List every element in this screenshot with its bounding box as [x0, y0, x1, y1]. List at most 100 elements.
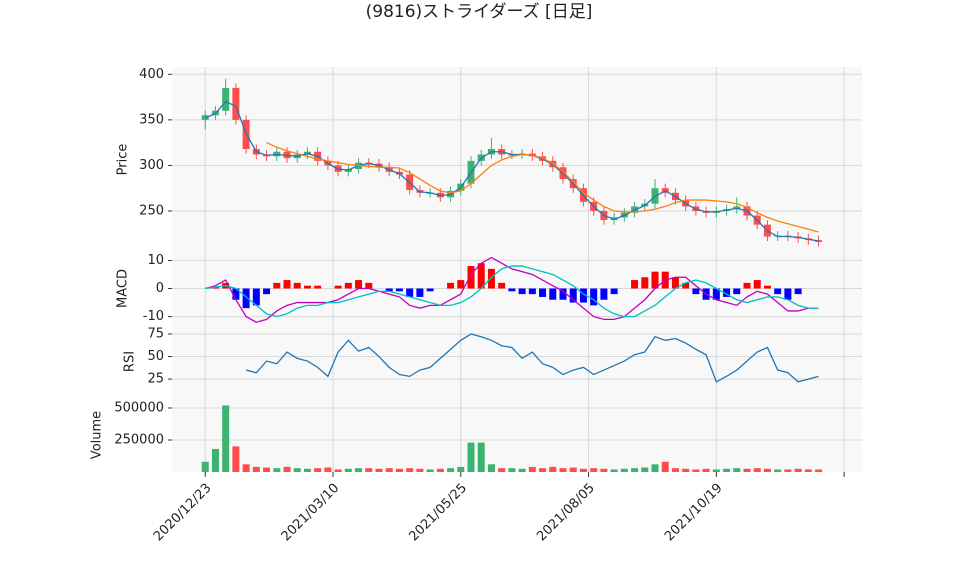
histogram-bar — [344, 282, 352, 289]
volume-bar — [447, 468, 455, 472]
volume-bar — [682, 468, 690, 472]
histogram-bar — [426, 288, 434, 292]
volume-bar — [324, 467, 332, 472]
histogram-bar — [467, 266, 475, 289]
histogram-bar — [733, 288, 741, 295]
volume-bar — [303, 468, 311, 472]
volume-bar — [559, 468, 567, 472]
volume-bar — [610, 469, 618, 472]
volume-bar — [569, 467, 577, 472]
volume-bar — [743, 468, 751, 472]
x-tick-label: 2020/12/23 — [151, 481, 215, 545]
volume-bar — [252, 466, 260, 472]
volume-bar — [222, 405, 230, 472]
volume-bar — [355, 468, 363, 472]
histogram-bar — [631, 280, 639, 289]
volume-bar — [815, 469, 823, 472]
volume-bar — [211, 448, 219, 472]
volume-bar — [528, 466, 536, 472]
histogram-bar — [263, 288, 271, 295]
histogram-bar — [671, 277, 679, 289]
volume-bar — [477, 442, 485, 472]
volume-bar — [201, 461, 209, 472]
histogram-bar — [579, 288, 587, 303]
histogram-bar — [651, 271, 659, 289]
volume-bar — [661, 461, 669, 472]
volume-bar — [498, 468, 506, 472]
histogram-bar — [712, 288, 720, 300]
y-tick-label: 25 — [147, 372, 164, 387]
histogram-bar — [334, 285, 342, 289]
y-tick-label: 75 — [147, 327, 164, 342]
volume-bar — [334, 469, 342, 472]
volume-bar — [753, 468, 761, 472]
histogram-bar — [487, 268, 495, 289]
volume-bar — [487, 464, 495, 472]
volume-bar — [395, 468, 403, 472]
histogram-bar — [549, 288, 557, 300]
histogram-bar — [498, 282, 506, 289]
histogram-bar — [395, 288, 403, 292]
histogram-bar — [753, 280, 761, 289]
histogram-bar — [590, 288, 598, 306]
histogram-bar — [273, 282, 281, 289]
histogram-bar — [774, 288, 782, 295]
histogram-bar — [447, 282, 455, 289]
histogram-bar — [723, 288, 731, 297]
x-tick-label: 2021/10/19 — [662, 481, 726, 545]
histogram-bar — [416, 288, 424, 297]
histogram-bar — [385, 288, 393, 292]
y-axis-label: Volume — [90, 411, 105, 459]
histogram-bar — [211, 287, 219, 289]
histogram-bar — [406, 288, 414, 297]
y-tick-label: 250 — [139, 203, 164, 218]
volume-bar — [804, 469, 812, 472]
candle-body — [232, 87, 240, 120]
volume-bar — [273, 468, 281, 472]
volume-bar — [641, 467, 649, 472]
volume-bar — [579, 468, 587, 472]
volume-bar — [314, 468, 322, 472]
histogram-bar — [457, 280, 465, 289]
volume-bar — [549, 466, 557, 472]
x-tick-label: 2021/05/25 — [406, 481, 470, 545]
volume-bar — [416, 468, 424, 472]
y-tick-label: 0 — [156, 281, 164, 296]
histogram-bar — [477, 263, 485, 289]
histogram-bar — [528, 288, 536, 295]
histogram-bar — [293, 282, 301, 289]
histogram-bar — [743, 282, 751, 289]
candle-body — [222, 87, 230, 111]
volume-bar — [508, 468, 516, 472]
line — [205, 265, 819, 318]
volume-bar — [242, 464, 250, 472]
histogram-bar — [303, 285, 311, 289]
histogram-bar — [692, 288, 700, 295]
histogram-bar — [365, 282, 373, 289]
chart-title: (9816)ストライダーズ [日足] — [366, 2, 593, 22]
volume-bar — [733, 468, 741, 472]
volume-bar — [406, 468, 414, 472]
y-tick-label: -10 — [143, 309, 164, 324]
y-tick-label: 50 — [147, 349, 164, 364]
volume-bar — [590, 468, 598, 472]
histogram-bar — [283, 280, 291, 289]
y-axis-label: Price — [116, 144, 131, 176]
volume-bar — [436, 468, 444, 472]
panel-background — [172, 398, 862, 472]
volume-bar — [774, 469, 782, 472]
histogram-bar — [600, 288, 608, 300]
volume-bar — [293, 468, 301, 472]
volume-bar — [631, 468, 639, 472]
line — [266, 142, 819, 233]
histogram-bar — [518, 288, 526, 295]
volume-bar — [702, 468, 710, 472]
volume-bar — [365, 468, 373, 472]
volume-bar — [375, 468, 383, 472]
histogram-bar — [242, 288, 250, 309]
histogram-bar — [539, 288, 547, 297]
volume-bar — [518, 468, 526, 472]
histogram-bar — [252, 288, 260, 306]
volume-bar — [263, 467, 271, 472]
line — [245, 333, 819, 383]
